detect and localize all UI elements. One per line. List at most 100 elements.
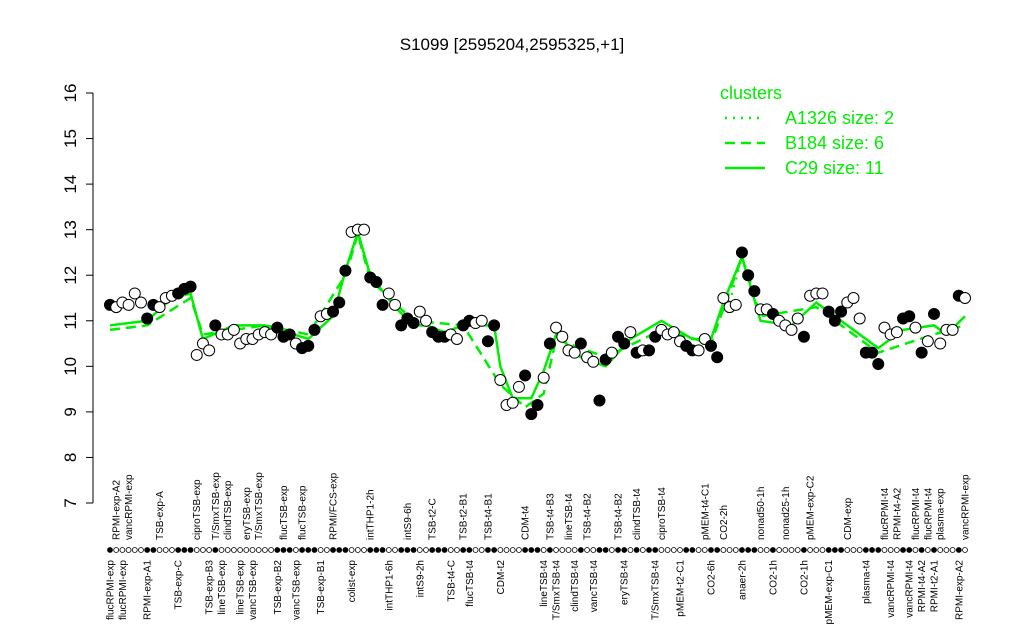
rug-marker — [398, 547, 405, 553]
rug-marker — [813, 547, 820, 553]
data-point — [624, 326, 637, 339]
rug-marker — [175, 547, 182, 553]
rug-marker — [162, 547, 169, 553]
x-tick-label: clindTSB-t4 — [632, 488, 643, 540]
rug-marker — [169, 547, 175, 553]
rug-marker — [280, 547, 287, 553]
x-tick-label: flucRPMI-exp — [106, 560, 117, 620]
rug-marker — [943, 547, 950, 553]
rug-marker — [385, 547, 392, 553]
rug-marker — [720, 547, 727, 553]
x-tick-label: TSB-exp-A — [155, 491, 166, 540]
data-point — [389, 298, 401, 311]
rug-marker — [485, 547, 491, 553]
rug-marker — [924, 547, 931, 553]
rug-marker — [664, 547, 671, 553]
rug-marker — [801, 547, 807, 553]
y-tick-label: 13 — [61, 220, 80, 239]
rug-marker — [584, 547, 590, 553]
rug-marker — [862, 547, 869, 553]
x-tick-label: ciproTSB-t4 — [657, 487, 668, 540]
x-tick-label: nonad25-1h — [781, 487, 792, 540]
rug-marker — [423, 547, 429, 553]
x-tick-label: RPMI-exp-A2 — [112, 480, 123, 540]
rug-marker — [528, 547, 535, 553]
data-point — [382, 287, 395, 300]
data-point — [376, 298, 389, 311]
x-tick-label: pMEM-t4-C1 — [700, 483, 711, 540]
data-point — [184, 280, 197, 293]
data-point — [481, 335, 494, 348]
rug-marker — [107, 547, 113, 553]
x-tick-label: vancRPMI-exp — [961, 474, 972, 540]
rug-marker — [447, 547, 454, 553]
x-tick-label: TSB-t4-B2 — [583, 493, 594, 540]
data-point — [959, 292, 971, 304]
rug-marker — [460, 547, 467, 553]
x-tick-label: colist-exp — [347, 560, 358, 603]
data-point — [413, 305, 426, 318]
rug-marker — [150, 547, 157, 553]
data-point — [643, 344, 656, 357]
x-tick-label: CO2-6h — [706, 560, 717, 595]
rug-marker — [949, 547, 956, 553]
data-point — [618, 337, 631, 350]
data-point — [550, 321, 563, 334]
rug-marker — [869, 547, 875, 553]
rug-marker — [392, 547, 398, 553]
y-tick-label: 14 — [61, 175, 80, 194]
rug-marker — [559, 547, 566, 553]
rug-marker — [627, 547, 634, 553]
rug-marker — [534, 547, 541, 553]
rug-marker — [788, 547, 795, 553]
legend-title: clusters — [720, 83, 782, 103]
data-point — [525, 408, 538, 421]
rug-marker — [689, 547, 696, 553]
legend-label: C29 size: 11 — [785, 158, 884, 178]
data-point — [934, 337, 947, 350]
rug-marker — [472, 547, 479, 553]
rug-marker — [497, 547, 504, 553]
rug-marker — [466, 547, 473, 553]
rug-marker — [962, 547, 968, 553]
rug-marker — [838, 547, 844, 553]
data-point — [797, 330, 810, 343]
y-tick-label: 7 — [61, 498, 80, 507]
rug-marker — [261, 547, 268, 553]
data-point — [153, 301, 166, 314]
rug-marker — [844, 547, 851, 553]
rug-marker — [875, 547, 882, 553]
x-tick-label: RPMI-t4-A2 — [892, 487, 903, 540]
data-point — [203, 344, 216, 357]
rug-marker — [782, 547, 789, 553]
x-tick-label: flucTSB-exp — [298, 485, 309, 540]
rug-marker — [695, 547, 702, 553]
rug-marker — [286, 547, 293, 553]
rug-marker — [825, 547, 832, 553]
rug-marker — [224, 547, 231, 553]
x-tick-label: TSB-t2-B1 — [459, 493, 470, 540]
rug-marker — [429, 547, 436, 553]
data-point — [450, 333, 463, 345]
x-tick-label: pMEM-exp-C2 — [806, 475, 817, 540]
rug-marker — [577, 547, 584, 553]
rug-marker — [912, 547, 919, 553]
x-tick-label: pMEM-t2-C1 — [676, 560, 687, 617]
x-tick-label: clindTSB-exp — [223, 480, 234, 540]
rug-marker — [231, 547, 237, 553]
rug-marker — [646, 547, 652, 553]
rug-marker — [237, 547, 244, 553]
rug-marker — [850, 547, 857, 553]
rug-marker — [708, 547, 714, 553]
x-tick-label: lineTSB-exp — [236, 560, 247, 615]
rug-marker — [305, 547, 312, 553]
data-point — [271, 321, 284, 334]
x-tick-label: intTHP1-6h — [384, 560, 395, 611]
x-tick-label: TSB-t4-B2 — [614, 493, 625, 540]
data-point — [735, 246, 748, 259]
data-point — [543, 337, 556, 350]
data-point — [370, 276, 383, 289]
rug-marker — [516, 547, 522, 553]
data-point — [593, 394, 606, 407]
data-point — [835, 305, 848, 318]
